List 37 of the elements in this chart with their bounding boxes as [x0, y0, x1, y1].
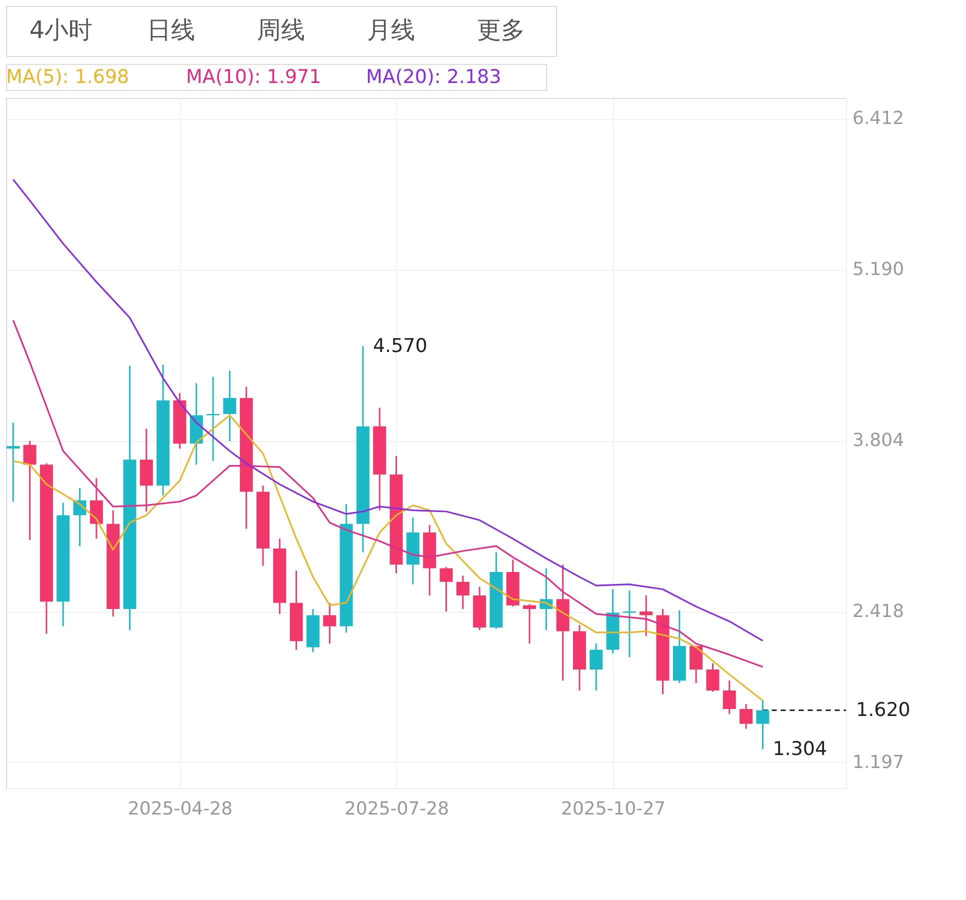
y-tick-label: 1.197: [852, 752, 904, 773]
candlestick: [722, 680, 736, 715]
ref-line-label: 1.620: [856, 699, 910, 722]
candlestick: [440, 566, 453, 612]
x-tick-label: 2025-04-28: [128, 798, 233, 820]
candlestick: [323, 602, 336, 644]
text: MA(20): 2.183: [366, 66, 502, 88]
candlestick: [456, 574, 470, 610]
line-series: [12, 178, 764, 642]
line-series: [12, 414, 764, 702]
text: 4小时: [29, 16, 93, 44]
x-tick-label: 2025-07-28: [344, 798, 450, 820]
annotation: 1.304: [772, 738, 828, 760]
y-tick-label: 2.418: [852, 601, 904, 622]
candlestick: [23, 440, 36, 541]
line-series: [12, 319, 764, 668]
candlestick: [523, 603, 536, 644]
candlestick: [640, 594, 653, 637]
candlestick: [690, 645, 703, 684]
candlestick: [6, 422, 20, 502]
x-tick-label: 2025-10-27: [560, 798, 666, 820]
candlestick: [706, 662, 720, 692]
text: MA(5): 1.698: [6, 66, 130, 88]
y-tick-label: 6.412: [852, 108, 904, 130]
text: MA(10): 1.971: [186, 66, 322, 88]
text: 更多: [477, 16, 525, 44]
text: 周线: [257, 16, 305, 44]
candlestick: [756, 700, 770, 750]
candlestick: [90, 477, 103, 540]
annotation: 4.570: [372, 335, 428, 358]
candlestick: [740, 703, 753, 730]
y-tick-label: 5.190: [852, 259, 904, 280]
text: 日线: [147, 16, 195, 44]
text: 月线: [367, 16, 415, 44]
candlestick: [590, 642, 603, 692]
y-tick-label: 3.804: [852, 430, 904, 452]
candlestick: [223, 370, 236, 442]
